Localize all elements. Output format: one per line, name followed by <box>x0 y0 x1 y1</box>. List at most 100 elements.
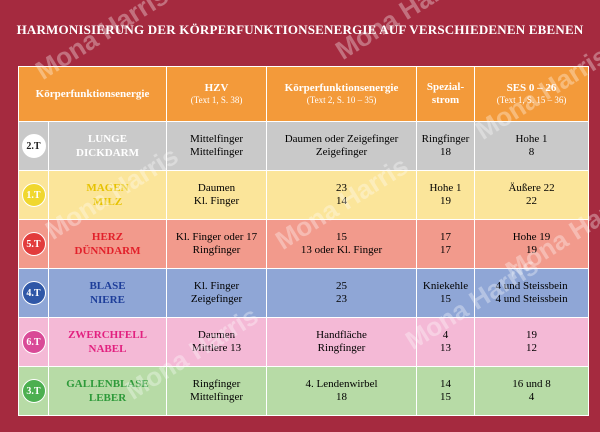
strom-cell: 14 15 <box>416 366 476 416</box>
cell-value: Kl. Finger <box>193 280 240 292</box>
cell-value: 14 <box>336 195 348 207</box>
organ-cell: LUNGE DICKDARM <box>47 121 168 171</box>
table-row: 6.T ZWERCHFELL NABEL Daumen Mittlere 13 Handf… <box>18 317 590 367</box>
cell-value: 23 <box>336 293 348 305</box>
kfe-cell: 23 14 <box>266 170 418 220</box>
cell-value: 17 <box>440 231 452 243</box>
kfe-cell: 25 23 <box>266 268 418 318</box>
cell-value: 15 <box>336 231 348 243</box>
organ-label: NIERE <box>90 294 125 306</box>
organ-cell: BLASE NIERE <box>47 268 168 318</box>
organ-cell: ZWERCHFELL NABEL <box>47 317 168 367</box>
table-row: 5.T HERZ DÜNNDARM Kl. Finger oder 17 Ringfin… <box>18 219 590 269</box>
cell-value: 25 <box>336 280 348 292</box>
cell-value: Hohe 1 <box>429 182 462 194</box>
ses-cell: Hohe 19 19 <box>474 219 590 269</box>
organ-label: BLASE <box>89 280 126 292</box>
hzv-cell: Mittelfinger Mittelfinger <box>166 121 268 171</box>
cell-value: Kniekehle <box>422 280 469 292</box>
cell-value: 4 und Steissbein <box>495 293 568 305</box>
element-badge: 4.T <box>21 281 46 305</box>
cell-value: 22 <box>526 195 538 207</box>
hzv-cell: Kl. Finger oder 17 Ringfinger <box>166 219 268 269</box>
table-row: 1.T MAGEN MILZ Daumen Kl. Finger 23 14 Hohe 1 19… <box>18 170 590 220</box>
header-kfe: Körperfunktionsenergie (Text 2, S. 10 – … <box>266 66 418 122</box>
cell-value: Zeigefinger <box>190 293 243 305</box>
header-sublabel: (Text 1, S. 15 – 36) <box>496 95 567 105</box>
element-badge: 2.T <box>21 134 46 158</box>
organ-label: MAGEN <box>86 182 129 194</box>
organ-label: NABEL <box>88 343 127 355</box>
cell-value: 14 <box>440 378 452 390</box>
cell-value: 19 <box>526 244 538 256</box>
cell-value: Daumen <box>197 329 236 341</box>
strom-cell: Ringfinger 18 <box>416 121 476 171</box>
cell-value: 4 <box>528 391 535 403</box>
organ-label: DICKDARM <box>76 147 139 159</box>
header-ses: SES 0 – 26 (Text 1, S. 15 – 36) <box>474 66 590 122</box>
element-badge-cell: 4.T <box>18 268 49 318</box>
ses-cell: 19 12 <box>474 317 590 367</box>
cell-value: Daumen oder Zeigefinger <box>284 133 399 145</box>
header-label: strom <box>431 94 460 106</box>
strom-cell: Hohe 1 19 <box>416 170 476 220</box>
element-badge: 5.T <box>21 232 46 256</box>
element-badge-cell: 1.T <box>18 170 49 220</box>
cell-value: Hohe 19 <box>512 231 551 243</box>
organ-label: DÜNNDARM <box>74 245 141 257</box>
strom-cell: Kniekehle 15 <box>416 268 476 318</box>
hzv-cell: Daumen Kl. Finger <box>166 170 268 220</box>
ses-cell: Äußere 22 22 <box>474 170 590 220</box>
cell-value: Mittelfinger <box>189 391 244 403</box>
header-sublabel: (Text 2, S. 10 – 35) <box>306 95 377 105</box>
cell-value: Daumen <box>197 182 236 194</box>
cell-value: 12 <box>526 342 538 354</box>
element-badge-cell: 3.T <box>18 366 49 416</box>
table-row: 3.T GALLENBLASE LEBER Ringfinger Mittelfinge… <box>18 366 590 416</box>
element-badge: 6.T <box>21 330 46 354</box>
cell-value: Kl. Finger <box>193 195 240 207</box>
header-koerperfunktionsenergie: Körperfunktionsenergie <box>17 66 168 122</box>
cell-value: 15 <box>440 391 452 403</box>
header-label: Körperfunktionsenergie <box>35 87 150 100</box>
cell-value: Handfläche <box>316 329 367 341</box>
cell-value: 4 und Steissbein <box>495 280 568 292</box>
cell-value: Ringfinger <box>192 378 241 390</box>
kfe-cell: 15 13 oder Kl. Finger <box>266 219 418 269</box>
element-badge-cell: 5.T <box>18 219 49 269</box>
cell-value: 17 <box>440 244 452 256</box>
cell-value: 4. Lendenwirbel <box>305 378 378 390</box>
cell-value: 4 <box>442 329 449 341</box>
organ-cell: GALLENBLASE LEBER <box>47 366 168 416</box>
cell-value: 19 <box>526 329 538 341</box>
cell-value: Mittlere 13 <box>191 342 242 354</box>
cell-value: Kl. Finger oder 17 <box>175 231 258 243</box>
header-hzv: HZV (Text 1, S. 38) <box>166 66 268 122</box>
header-spezialstrom: Spezial- strom <box>416 66 476 122</box>
element-badge-cell: 2.T <box>18 121 49 171</box>
element-badge: 1.T <box>21 183 46 207</box>
organ-label: HERZ <box>91 231 124 243</box>
organ-label: LUNGE <box>87 133 128 145</box>
header-label: HZV <box>204 82 229 94</box>
cell-value: Hohe 1 <box>515 133 548 145</box>
organ-cell: HERZ DÜNNDARM <box>47 219 168 269</box>
cell-value: Äußere 22 <box>508 182 555 194</box>
cell-value: Ringfinger <box>317 342 366 354</box>
table-row: 2.T LUNGE DICKDARM Mittelfinger Mittelfinger… <box>18 121 590 171</box>
cell-value: 19 <box>440 195 452 207</box>
table-header-row: Körperfunktionsenergie HZV (Text 1, S. 3… <box>17 66 590 122</box>
organ-label: LEBER <box>88 392 127 404</box>
header-label: Körperfunktionsenergie <box>284 82 399 94</box>
organ-label: GALLENBLASE <box>66 378 149 390</box>
element-badge: 3.T <box>21 379 46 403</box>
page-title: HARMONISIERUNG DER KÖRPERFUNKTIONSENERGI… <box>16 22 584 37</box>
organ-label: ZWERCHFELL <box>68 329 147 341</box>
kfe-cell: Handfläche Ringfinger <box>266 317 418 367</box>
cell-value: Ringfinger <box>421 133 470 145</box>
hzv-cell: Ringfinger Mittelfinger <box>166 366 268 416</box>
cell-value: 13 <box>440 342 452 354</box>
energy-table: Körperfunktionsenergie HZV (Text 1, S. 3… <box>17 66 590 416</box>
